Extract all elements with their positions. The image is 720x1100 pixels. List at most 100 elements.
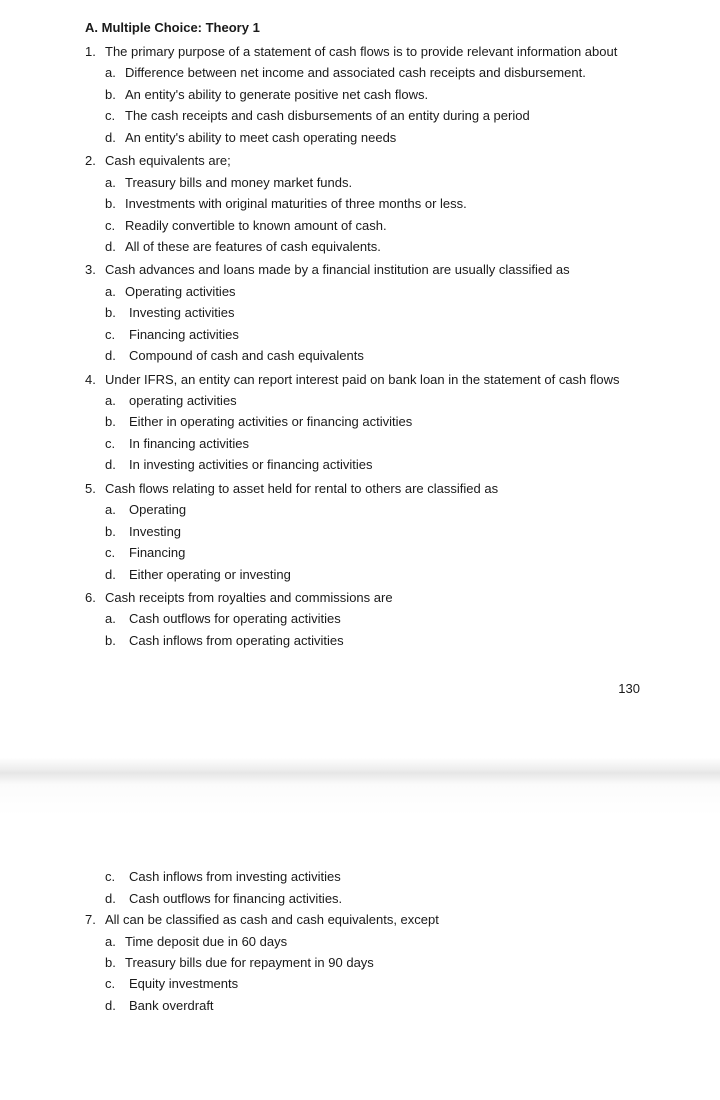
option-letter: a. <box>105 608 129 629</box>
option-text: Investing <box>129 521 650 542</box>
question-stem: 4.Under IFRS, an entity can report inter… <box>85 369 650 390</box>
option-row: d.In investing activities or financing a… <box>85 454 650 475</box>
option-row: d.Bank overdraft <box>85 995 650 1016</box>
continued-options: c.Cash inflows from investing activities… <box>85 866 650 909</box>
option-row: a.operating activities <box>85 390 650 411</box>
option-letter: c. <box>105 866 129 887</box>
option-row: c.Equity investments <box>85 973 650 994</box>
question-stem: 5.Cash flows relating to asset held for … <box>85 478 650 499</box>
option-row: a.Time deposit due in 60 days <box>85 931 650 952</box>
option-row: c.The cash receipts and cash disbursemen… <box>85 105 650 126</box>
option-row: c.Financing <box>85 542 650 563</box>
question-number: 7. <box>85 909 105 930</box>
question-number: 1. <box>85 41 105 62</box>
option-text: Financing <box>129 542 650 563</box>
option-letter: a. <box>105 499 129 520</box>
option-text: Either in operating activities or financ… <box>129 411 650 432</box>
option-row: d.Cash outflows for financing activities… <box>85 888 650 909</box>
question-number: 3. <box>85 259 105 280</box>
page-2: c.Cash inflows from investing activities… <box>0 816 720 1038</box>
question-stem: 7.All can be classified as cash and cash… <box>85 909 650 930</box>
option-letter: d. <box>105 345 129 366</box>
question: 3.Cash advances and loans made by a fina… <box>85 259 650 366</box>
option-row: a.Operating activities <box>85 281 650 302</box>
option-letter: c. <box>105 215 125 236</box>
option-letter: b. <box>105 521 129 542</box>
question-text: Cash advances and loans made by a financ… <box>105 259 650 280</box>
option-row: b.Investing <box>85 521 650 542</box>
question: 1.The primary purpose of a statement of … <box>85 41 650 148</box>
option-letter: b. <box>105 630 129 651</box>
option-row: a.Cash outflows for operating activities <box>85 608 650 629</box>
option-text: Compound of cash and cash equivalents <box>129 345 650 366</box>
option-row: b.Cash inflows from operating activities <box>85 630 650 651</box>
question: 2.Cash equivalents are;a.Treasury bills … <box>85 150 650 257</box>
question-text: Cash flows relating to asset held for re… <box>105 478 650 499</box>
question: 5.Cash flows relating to asset held for … <box>85 478 650 585</box>
question-text: Cash equivalents are; <box>105 150 650 171</box>
option-text: Treasury bills due for repayment in 90 d… <box>125 952 650 973</box>
option-text: An entity's ability to generate positive… <box>125 84 650 105</box>
option-text: operating activities <box>129 390 650 411</box>
option-text: Financing activities <box>129 324 650 345</box>
question-number: 6. <box>85 587 105 608</box>
option-text: Treasury bills and money market funds. <box>125 172 650 193</box>
question-number: 4. <box>85 369 105 390</box>
option-text: Either operating or investing <box>129 564 650 585</box>
option-letter: d. <box>105 236 125 257</box>
option-letter: a. <box>105 172 125 193</box>
option-letter: c. <box>105 105 125 126</box>
option-letter: b. <box>105 193 125 214</box>
option-row: c.Readily convertible to known amount of… <box>85 215 650 236</box>
option-text: Cash outflows for financing activities. <box>129 888 650 909</box>
option-letter: c. <box>105 973 129 994</box>
option-text: Equity investments <box>129 973 650 994</box>
question-text: Under IFRS, an entity can report interes… <box>105 369 650 390</box>
option-text: In investing activities or financing act… <box>129 454 650 475</box>
questions-list-2: 7.All can be classified as cash and cash… <box>85 909 650 1016</box>
question-text: The primary purpose of a statement of ca… <box>105 41 650 62</box>
option-letter: a. <box>105 931 125 952</box>
option-text: Time deposit due in 60 days <box>125 931 650 952</box>
option-row: b.An entity's ability to generate positi… <box>85 84 650 105</box>
section-title: A. Multiple Choice: Theory 1 <box>85 20 650 35</box>
option-row: d.Either operating or investing <box>85 564 650 585</box>
question-number: 2. <box>85 150 105 171</box>
option-letter: a. <box>105 281 125 302</box>
option-row: d.Compound of cash and cash equivalents <box>85 345 650 366</box>
option-letter: c. <box>105 542 129 563</box>
option-row: d.An entity's ability to meet cash opera… <box>85 127 650 148</box>
option-text: Difference between net income and associ… <box>125 62 650 83</box>
option-text: Investing activities <box>129 302 650 323</box>
question-number: 5. <box>85 478 105 499</box>
option-letter: a. <box>105 62 125 83</box>
option-row: c.Cash inflows from investing activities <box>85 866 650 887</box>
option-text: Cash inflows from operating activities <box>129 630 650 651</box>
question-stem: 1.The primary purpose of a statement of … <box>85 41 650 62</box>
option-letter: d. <box>105 995 129 1016</box>
option-text: Readily convertible to known amount of c… <box>125 215 650 236</box>
question: 6.Cash receipts from royalties and commi… <box>85 587 650 651</box>
page-break <box>0 726 720 816</box>
option-row: a.Difference between net income and asso… <box>85 62 650 83</box>
option-text: All of these are features of cash equiva… <box>125 236 650 257</box>
option-text: Cash outflows for operating activities <box>129 608 650 629</box>
question-text: All can be classified as cash and cash e… <box>105 909 650 930</box>
option-letter: d. <box>105 454 129 475</box>
option-text: Investments with original maturities of … <box>125 193 650 214</box>
option-letter: d. <box>105 127 125 148</box>
page-1: A. Multiple Choice: Theory 1 1.The prima… <box>0 0 720 726</box>
option-row: c.Financing activities <box>85 324 650 345</box>
question: 4.Under IFRS, an entity can report inter… <box>85 369 650 476</box>
option-text: An entity's ability to meet cash operati… <box>125 127 650 148</box>
question-text: Cash receipts from royalties and commiss… <box>105 587 650 608</box>
question-stem: 2.Cash equivalents are; <box>85 150 650 171</box>
page-number: 130 <box>85 681 650 696</box>
option-letter: b. <box>105 411 129 432</box>
option-row: c.In financing activities <box>85 433 650 454</box>
option-row: b.Investing activities <box>85 302 650 323</box>
option-text: Cash inflows from investing activities <box>129 866 650 887</box>
option-letter: b. <box>105 84 125 105</box>
option-text: In financing activities <box>129 433 650 454</box>
option-letter: c. <box>105 324 129 345</box>
